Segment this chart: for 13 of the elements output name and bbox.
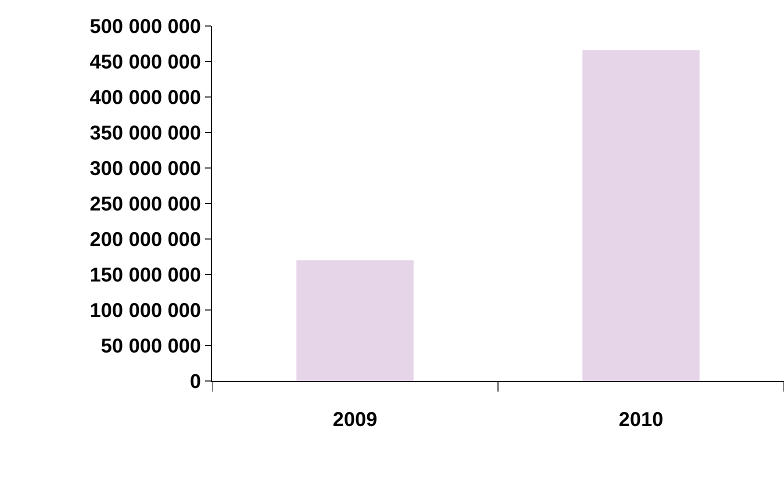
y-tick-label: 200 000 000 — [90, 229, 201, 251]
y-tick-label: 0 — [190, 371, 201, 393]
x-tick-label: 2010 — [618, 409, 664, 431]
y-tick-label: 150 000 000 — [90, 264, 201, 286]
y-tick-label: 450 000 000 — [90, 52, 201, 74]
y-tick-label: 250 000 000 — [90, 194, 201, 216]
y-tick-label: 50 000 000 — [100, 336, 201, 358]
x-tick-label: 2009 — [332, 409, 378, 431]
y-tick-label: 350 000 000 — [90, 122, 201, 144]
y-tick-label: 100 000 000 — [90, 300, 201, 322]
y-tick-label: 300 000 000 — [90, 158, 201, 180]
y-tick-label: 500 000 000 — [90, 16, 201, 38]
y-tick-label: 400 000 000 — [90, 87, 201, 109]
